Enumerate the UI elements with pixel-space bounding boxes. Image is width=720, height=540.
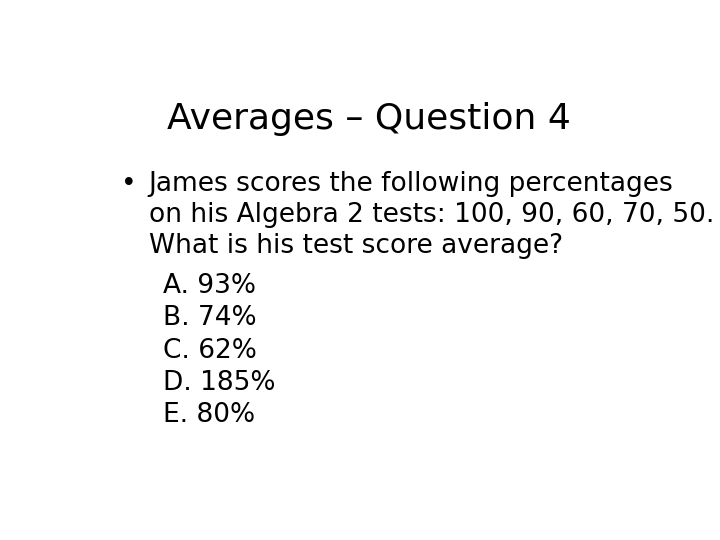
Text: B. 74%: B. 74%	[163, 305, 256, 331]
Text: Averages – Question 4: Averages – Question 4	[167, 102, 571, 136]
Text: D. 185%: D. 185%	[163, 370, 275, 396]
Text: E. 80%: E. 80%	[163, 402, 255, 428]
Text: on his Algebra 2 tests: 100, 90, 60, 70, 50.: on his Algebra 2 tests: 100, 90, 60, 70,…	[148, 202, 714, 228]
Text: C. 62%: C. 62%	[163, 338, 256, 363]
Text: •: •	[121, 171, 136, 197]
Text: James scores the following percentages: James scores the following percentages	[148, 171, 673, 197]
Text: A. 93%: A. 93%	[163, 273, 256, 299]
Text: What is his test score average?: What is his test score average?	[148, 233, 563, 259]
